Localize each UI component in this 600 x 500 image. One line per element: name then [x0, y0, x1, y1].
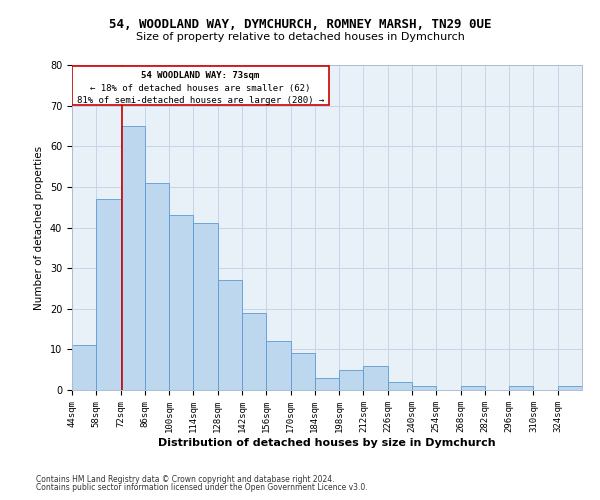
- Bar: [339, 370, 364, 390]
- Bar: [242, 313, 266, 390]
- Bar: [558, 386, 582, 390]
- Bar: [364, 366, 388, 390]
- Text: Contains HM Land Registry data © Crown copyright and database right 2024.: Contains HM Land Registry data © Crown c…: [36, 475, 335, 484]
- Y-axis label: Number of detached properties: Number of detached properties: [34, 146, 44, 310]
- Bar: [72, 346, 96, 390]
- FancyBboxPatch shape: [72, 66, 329, 105]
- Bar: [145, 183, 169, 390]
- Text: Size of property relative to detached houses in Dymchurch: Size of property relative to detached ho…: [136, 32, 464, 42]
- Bar: [96, 199, 121, 390]
- Bar: [290, 354, 315, 390]
- Bar: [169, 216, 193, 390]
- Bar: [218, 280, 242, 390]
- Bar: [193, 224, 218, 390]
- Bar: [315, 378, 339, 390]
- Bar: [461, 386, 485, 390]
- Bar: [266, 341, 290, 390]
- Bar: [388, 382, 412, 390]
- Bar: [412, 386, 436, 390]
- Text: ← 18% of detached houses are smaller (62): ← 18% of detached houses are smaller (62…: [90, 84, 311, 92]
- Bar: [121, 126, 145, 390]
- Text: 54, WOODLAND WAY, DYMCHURCH, ROMNEY MARSH, TN29 0UE: 54, WOODLAND WAY, DYMCHURCH, ROMNEY MARS…: [109, 18, 491, 30]
- Text: Contains public sector information licensed under the Open Government Licence v3: Contains public sector information licen…: [36, 483, 368, 492]
- Text: 81% of semi-detached houses are larger (280) →: 81% of semi-detached houses are larger (…: [77, 96, 324, 106]
- X-axis label: Distribution of detached houses by size in Dymchurch: Distribution of detached houses by size …: [158, 438, 496, 448]
- Text: 54 WOODLAND WAY: 73sqm: 54 WOODLAND WAY: 73sqm: [141, 71, 259, 80]
- Bar: [509, 386, 533, 390]
